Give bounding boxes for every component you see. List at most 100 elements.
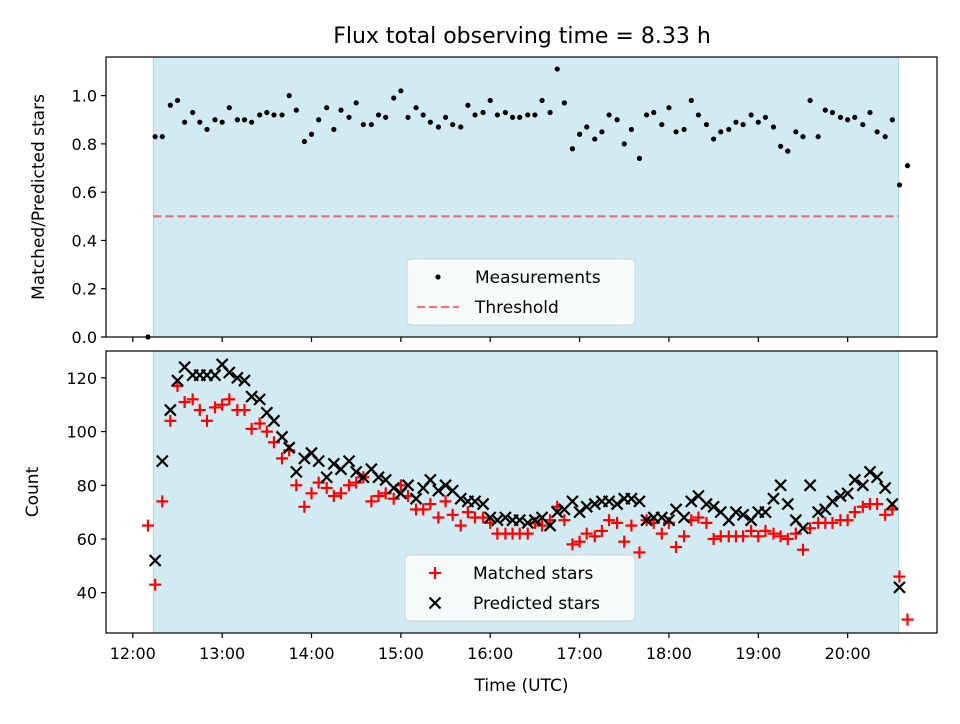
- matched-star-point: [477, 511, 490, 524]
- predicted-star-point: [803, 479, 817, 492]
- measurement-point: [293, 107, 299, 113]
- matched-star-point: [804, 522, 817, 535]
- measurement-point: [882, 134, 888, 140]
- measurement-point: [681, 126, 687, 133]
- measurement-point: [815, 134, 821, 140]
- measurement-point: [442, 114, 449, 120]
- ratio-legend: Measurements Threshold: [406, 258, 636, 326]
- measurement-point: [688, 97, 694, 104]
- measurement-point: [673, 129, 679, 135]
- predicted-star-point: [454, 492, 468, 505]
- predicted-star-point: [387, 481, 401, 495]
- measurement-point: [733, 119, 739, 125]
- ratio-axes: 0.0 0.2 0.4 0.6 0.8 1.0: [72, 56, 938, 347]
- predicted-star-point: [521, 516, 535, 530]
- matched-star-point: [603, 514, 616, 527]
- measurement-point: [621, 141, 627, 147]
- measurement-point: [264, 109, 270, 116]
- measurement-point: [427, 119, 433, 125]
- y-tick-label: 40: [77, 584, 97, 603]
- matched-star-point: [216, 398, 229, 411]
- matched-star-point: [253, 417, 266, 430]
- measurement-point: [405, 114, 411, 120]
- predicted-star-point: [736, 508, 750, 522]
- predicted-star-point: [298, 452, 311, 465]
- measurement-point: [659, 121, 665, 128]
- predicted-star-point: [781, 497, 795, 511]
- predicted-star-point: [550, 505, 564, 519]
- predicted-star-point: [886, 497, 899, 511]
- measurement-point: [711, 136, 717, 142]
- measurement-point: [762, 114, 769, 120]
- measurement-point: [509, 114, 516, 120]
- predicted-star-point: [528, 513, 542, 527]
- measurement-point: [785, 148, 791, 154]
- measurement-points: [145, 66, 911, 340]
- measurement-point: [167, 102, 173, 108]
- predicted-star-point: [513, 513, 526, 527]
- measurement-point: [845, 117, 851, 123]
- measurement-point: [860, 121, 866, 128]
- predicted-star-point: [164, 403, 177, 417]
- matched-star-point: [290, 479, 303, 492]
- measurement-point: [487, 97, 493, 104]
- measurement-point: [807, 97, 813, 104]
- measurement-point: [592, 136, 598, 142]
- predicted-star-point: [148, 554, 162, 567]
- predicted-star-point: [372, 470, 385, 484]
- predicted-star-point: [610, 497, 624, 511]
- matched-star-point: [454, 519, 467, 532]
- count-axes: 40 60 80 100 120 12:00 13:00 14:00 15:00 16:00 17:…: [66, 350, 938, 663]
- x-tick-label: 20:00: [825, 644, 871, 663]
- measurement-point: [308, 131, 315, 137]
- measurement-point: [286, 93, 292, 99]
- matched-star-point: [424, 498, 437, 511]
- measurement-point: [420, 112, 426, 118]
- predicted-star-point: [588, 497, 602, 511]
- measurement-point: [666, 105, 672, 111]
- predicted-star-point: [483, 511, 497, 524]
- measurement-point: [576, 131, 583, 137]
- measurement-point: [271, 112, 277, 118]
- matched-star-point: [692, 511, 705, 524]
- measurement-point: [554, 66, 560, 72]
- matched-star-point: [164, 414, 177, 427]
- matched-star-point: [678, 530, 691, 543]
- measurement-point: [703, 121, 710, 128]
- count-axes-frame: [105, 350, 938, 634]
- x-tick-label: 19:00: [735, 644, 781, 663]
- predicted-star-point: [796, 521, 810, 535]
- measurement-point: [182, 119, 188, 125]
- measurement-point: [822, 107, 828, 113]
- predicted-star-point: [342, 454, 356, 468]
- measurement-point: [241, 117, 248, 123]
- matched-star-point: [387, 492, 400, 505]
- measurement-point: [837, 114, 844, 120]
- matched-star-point: [335, 487, 348, 500]
- measurement-point: [532, 112, 538, 118]
- measurement-point: [159, 134, 165, 140]
- matched-star-point: [611, 516, 624, 529]
- measurement-point: [829, 109, 836, 116]
- matched-star-point: [879, 508, 892, 521]
- legend-cross-glyph: [428, 596, 442, 610]
- matched-star-point: [633, 546, 646, 559]
- matched-star-point: [446, 508, 459, 521]
- measurement-point: [212, 117, 218, 123]
- matched-star-point: [796, 543, 809, 556]
- matched-star-point: [186, 393, 199, 406]
- matched-star-point: [871, 498, 884, 511]
- matched-star-point: [223, 393, 236, 406]
- legend-matched-label: Matched stars: [473, 564, 593, 584]
- predicted-star-point: [267, 414, 281, 428]
- matched-star-point: [305, 487, 318, 500]
- predicted-star-point: [870, 470, 884, 484]
- ratio-axes-frame: [105, 56, 938, 338]
- matched-star-point: [432, 511, 445, 524]
- matched-star-point: [245, 422, 258, 435]
- measurement-point: [450, 121, 456, 128]
- predicted-star-point: [566, 495, 579, 508]
- matched-star-point: [298, 500, 311, 513]
- x-tick-label: 14:00: [288, 644, 334, 663]
